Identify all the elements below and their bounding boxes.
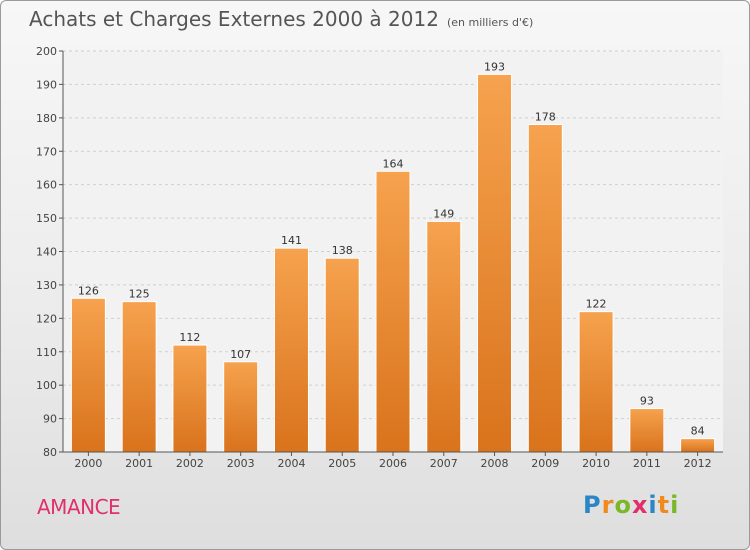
bar [578,311,614,453]
bar-value-label: 84 [691,425,705,438]
commune-name: AMANCE [37,495,121,519]
bar [477,73,513,453]
bar [273,247,309,453]
x-tick-label: 2001 [125,457,153,470]
bar-value-label: 138 [332,244,353,257]
bar-value-label: 193 [484,60,505,73]
bar-value-label: 122 [586,298,607,311]
y-tick-label: 150 [36,212,57,225]
bar-value-label: 93 [640,395,654,408]
logo-letter: r [601,491,615,519]
bar [172,344,208,453]
logo-letter: i [670,491,680,519]
chart-title: Achats et Charges Externes 2000 à 2012 (e… [29,7,533,31]
bars: 126 125 112 107 141 138 164 149 193 178 122 93 84 [70,60,716,453]
y-tick-label: 130 [36,279,57,292]
x-tick-label: 2012 [684,457,712,470]
y-tick-label: 120 [36,312,57,325]
y-tick-label: 170 [36,145,57,158]
bar-value-label: 107 [230,348,251,361]
logo-letter: P [583,491,602,519]
y-tick-label: 180 [36,112,57,125]
x-tick-label: 2011 [633,457,661,470]
y-axis: 80 90 100 110 120 130 140 150 160 170 180 190 200 [36,45,64,459]
x-tick-label: 2008 [481,457,509,470]
bar [527,124,563,453]
y-tick-label: 190 [36,78,57,91]
x-tick-label: 2003 [227,457,255,470]
bar [121,301,157,453]
bar-value-label: 149 [433,207,454,220]
bar-value-label: 125 [129,288,150,301]
y-tick-label: 200 [36,45,57,58]
x-tick-label: 2006 [379,457,407,470]
x-tick-label: 2005 [328,457,356,470]
bar [70,297,106,453]
x-tick-label: 2002 [176,457,204,470]
x-tick-label: 2000 [74,457,102,470]
bar-value-label: 112 [179,331,200,344]
bar [680,438,716,453]
x-tick-label: 2004 [277,457,305,470]
y-tick-label: 100 [36,379,57,392]
bar-value-label: 126 [78,284,99,297]
bar-value-label: 164 [383,157,404,170]
logo-letter: x [631,491,649,519]
x-axis: 2000 2001 2002 2003 2004 2005 2006 2007 2008 2009… [63,451,723,470]
x-tick-label: 2007 [430,457,458,470]
bar [426,220,462,453]
y-tick-label: 160 [36,179,57,192]
y-tick-label: 110 [36,346,57,359]
bar-value-label: 178 [535,111,556,124]
logo-letter: t [657,491,671,519]
y-tick-label: 90 [43,413,57,426]
proxiti-logo: Proxiti [583,491,679,519]
y-tick-label: 140 [36,246,57,259]
x-tick-label: 2010 [582,457,610,470]
bar [223,361,259,453]
bar [629,408,665,453]
y-tick-label: 80 [43,446,57,459]
bar-value-label: 141 [281,234,302,247]
bar [375,170,411,453]
bar [324,257,360,453]
x-tick-label: 2009 [531,457,559,470]
logo-letter: i [648,491,658,519]
logo-letter: o [614,491,632,519]
title-text: Achats et Charges Externes 2000 à 2012 [29,7,439,31]
title-unit: (en milliers d'€) [446,16,534,29]
